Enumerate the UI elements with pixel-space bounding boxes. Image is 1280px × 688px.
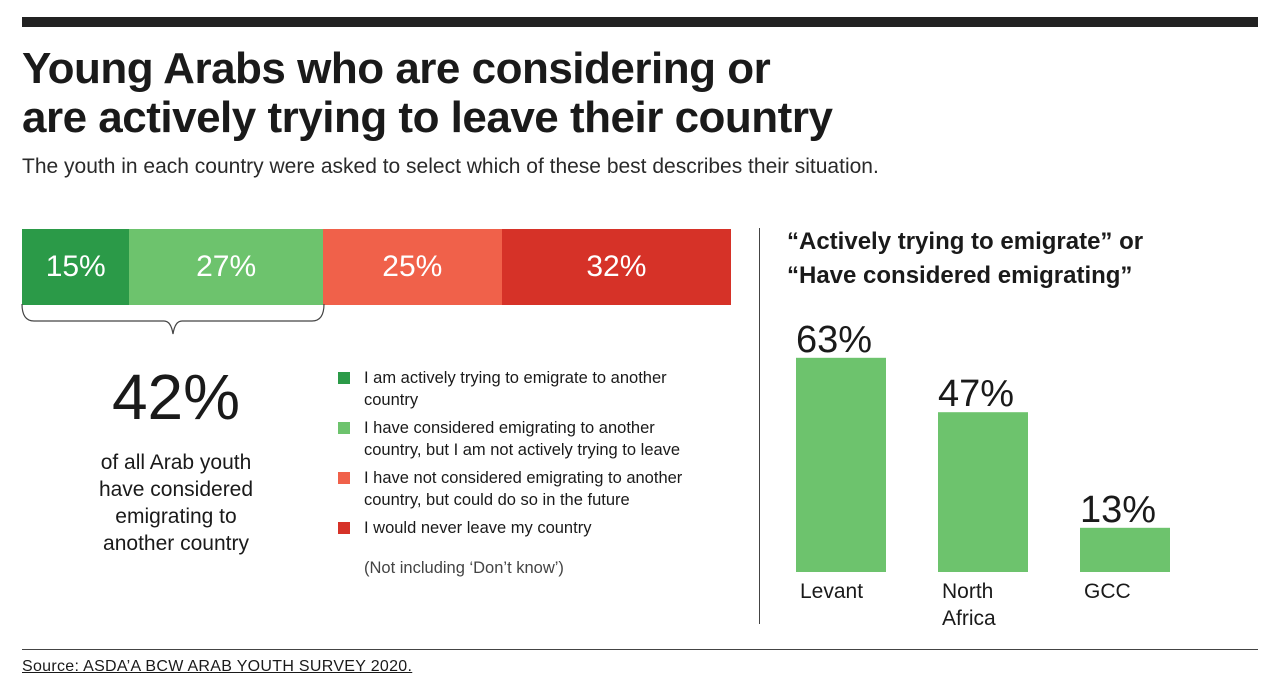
segment-label: 27%	[196, 250, 257, 283]
legend-line: country	[364, 391, 419, 409]
bar-value-label: 47%	[938, 373, 1014, 415]
category-label: Africa	[942, 607, 996, 630]
legend-line: I am actively trying to emigrate to anot…	[364, 369, 667, 387]
stacked-segment-could-future: 25%	[322, 229, 502, 305]
summary-line: of all Arab youth	[100, 451, 252, 474]
title-line-2: are actively trying to leave their count…	[22, 93, 833, 142]
legend-item-could-future: I have not considered emigrating to anot…	[338, 467, 738, 511]
legend-line: country, but could do so in the future	[364, 491, 630, 509]
summary-line: emigrating to	[115, 505, 237, 528]
legend-line: I would never leave my country	[364, 519, 592, 537]
bracket	[21, 304, 325, 335]
summary-line: have considered	[98, 478, 254, 501]
summary-description: of all Arab youth have considered emigra…	[22, 449, 330, 557]
legend-label: I would never leave my country	[364, 517, 591, 539]
stacked-segment-active: 15%	[22, 229, 130, 305]
source-note: Source: ASDA’A BCW ARAB YOUTH SURVEY 202…	[22, 658, 413, 675]
top-rule	[22, 17, 1258, 27]
stacked-segment-considered: 27%	[129, 229, 323, 305]
legend-swatch	[338, 472, 350, 484]
category-label: GCC	[1084, 580, 1131, 603]
legend-item-active: I am actively trying to emigrate to anot…	[338, 367, 738, 411]
subtitle: The youth in each country were asked to …	[22, 155, 879, 178]
footer-rule	[22, 649, 1258, 650]
category-label: North	[942, 580, 993, 603]
region-title-line-2: “Have considered emigrating”	[787, 262, 1133, 289]
stacked-bar: 15% 27% 25% 32%	[22, 229, 731, 305]
bar-value-label: 13%	[1080, 489, 1156, 531]
legend: I am actively trying to emigrate to anot…	[338, 367, 738, 545]
category-label: Levant	[800, 580, 863, 603]
page-title: Young Arabs who are considering or are a…	[22, 44, 1022, 142]
bar-0	[796, 357, 886, 572]
summary-percent: 42%	[111, 361, 241, 433]
segment-label: 15%	[45, 250, 106, 283]
summary-line: another country	[103, 532, 249, 555]
footnote: (Not including ‘Don’t know’)	[364, 559, 564, 577]
bar-1	[938, 412, 1028, 572]
bar-2	[1080, 527, 1170, 572]
stacked-segment-never: 32%	[501, 229, 731, 305]
region-bar-chart: 63% Levant 47% North Africa 13% GCC	[796, 319, 1170, 630]
legend-label: I am actively trying to emigrate to anot…	[364, 367, 667, 411]
legend-swatch	[338, 372, 350, 384]
segment-label: 25%	[382, 250, 443, 283]
vertical-divider	[759, 228, 760, 624]
title-line-1: Young Arabs who are considering or	[22, 44, 771, 93]
region-chart-title: “Actively trying to emigrate” or “Have c…	[787, 225, 1143, 293]
legend-swatch	[338, 522, 350, 534]
region-title-line-1: “Actively trying to emigrate” or	[787, 228, 1144, 255]
bar-value-label: 63%	[796, 319, 872, 361]
legend-swatch	[338, 422, 350, 434]
legend-item-considered: I have considered emigrating to another …	[338, 417, 738, 461]
legend-line: country, but I am not actively trying to…	[364, 441, 681, 459]
legend-line: I have considered emigrating to another	[364, 419, 655, 437]
legend-label: I have not considered emigrating to anot…	[364, 467, 682, 511]
legend-label: I have considered emigrating to another …	[364, 417, 680, 461]
legend-item-never: I would never leave my country	[338, 517, 738, 539]
segment-label: 32%	[586, 250, 647, 283]
legend-line: I have not considered emigrating to anot…	[364, 469, 683, 487]
